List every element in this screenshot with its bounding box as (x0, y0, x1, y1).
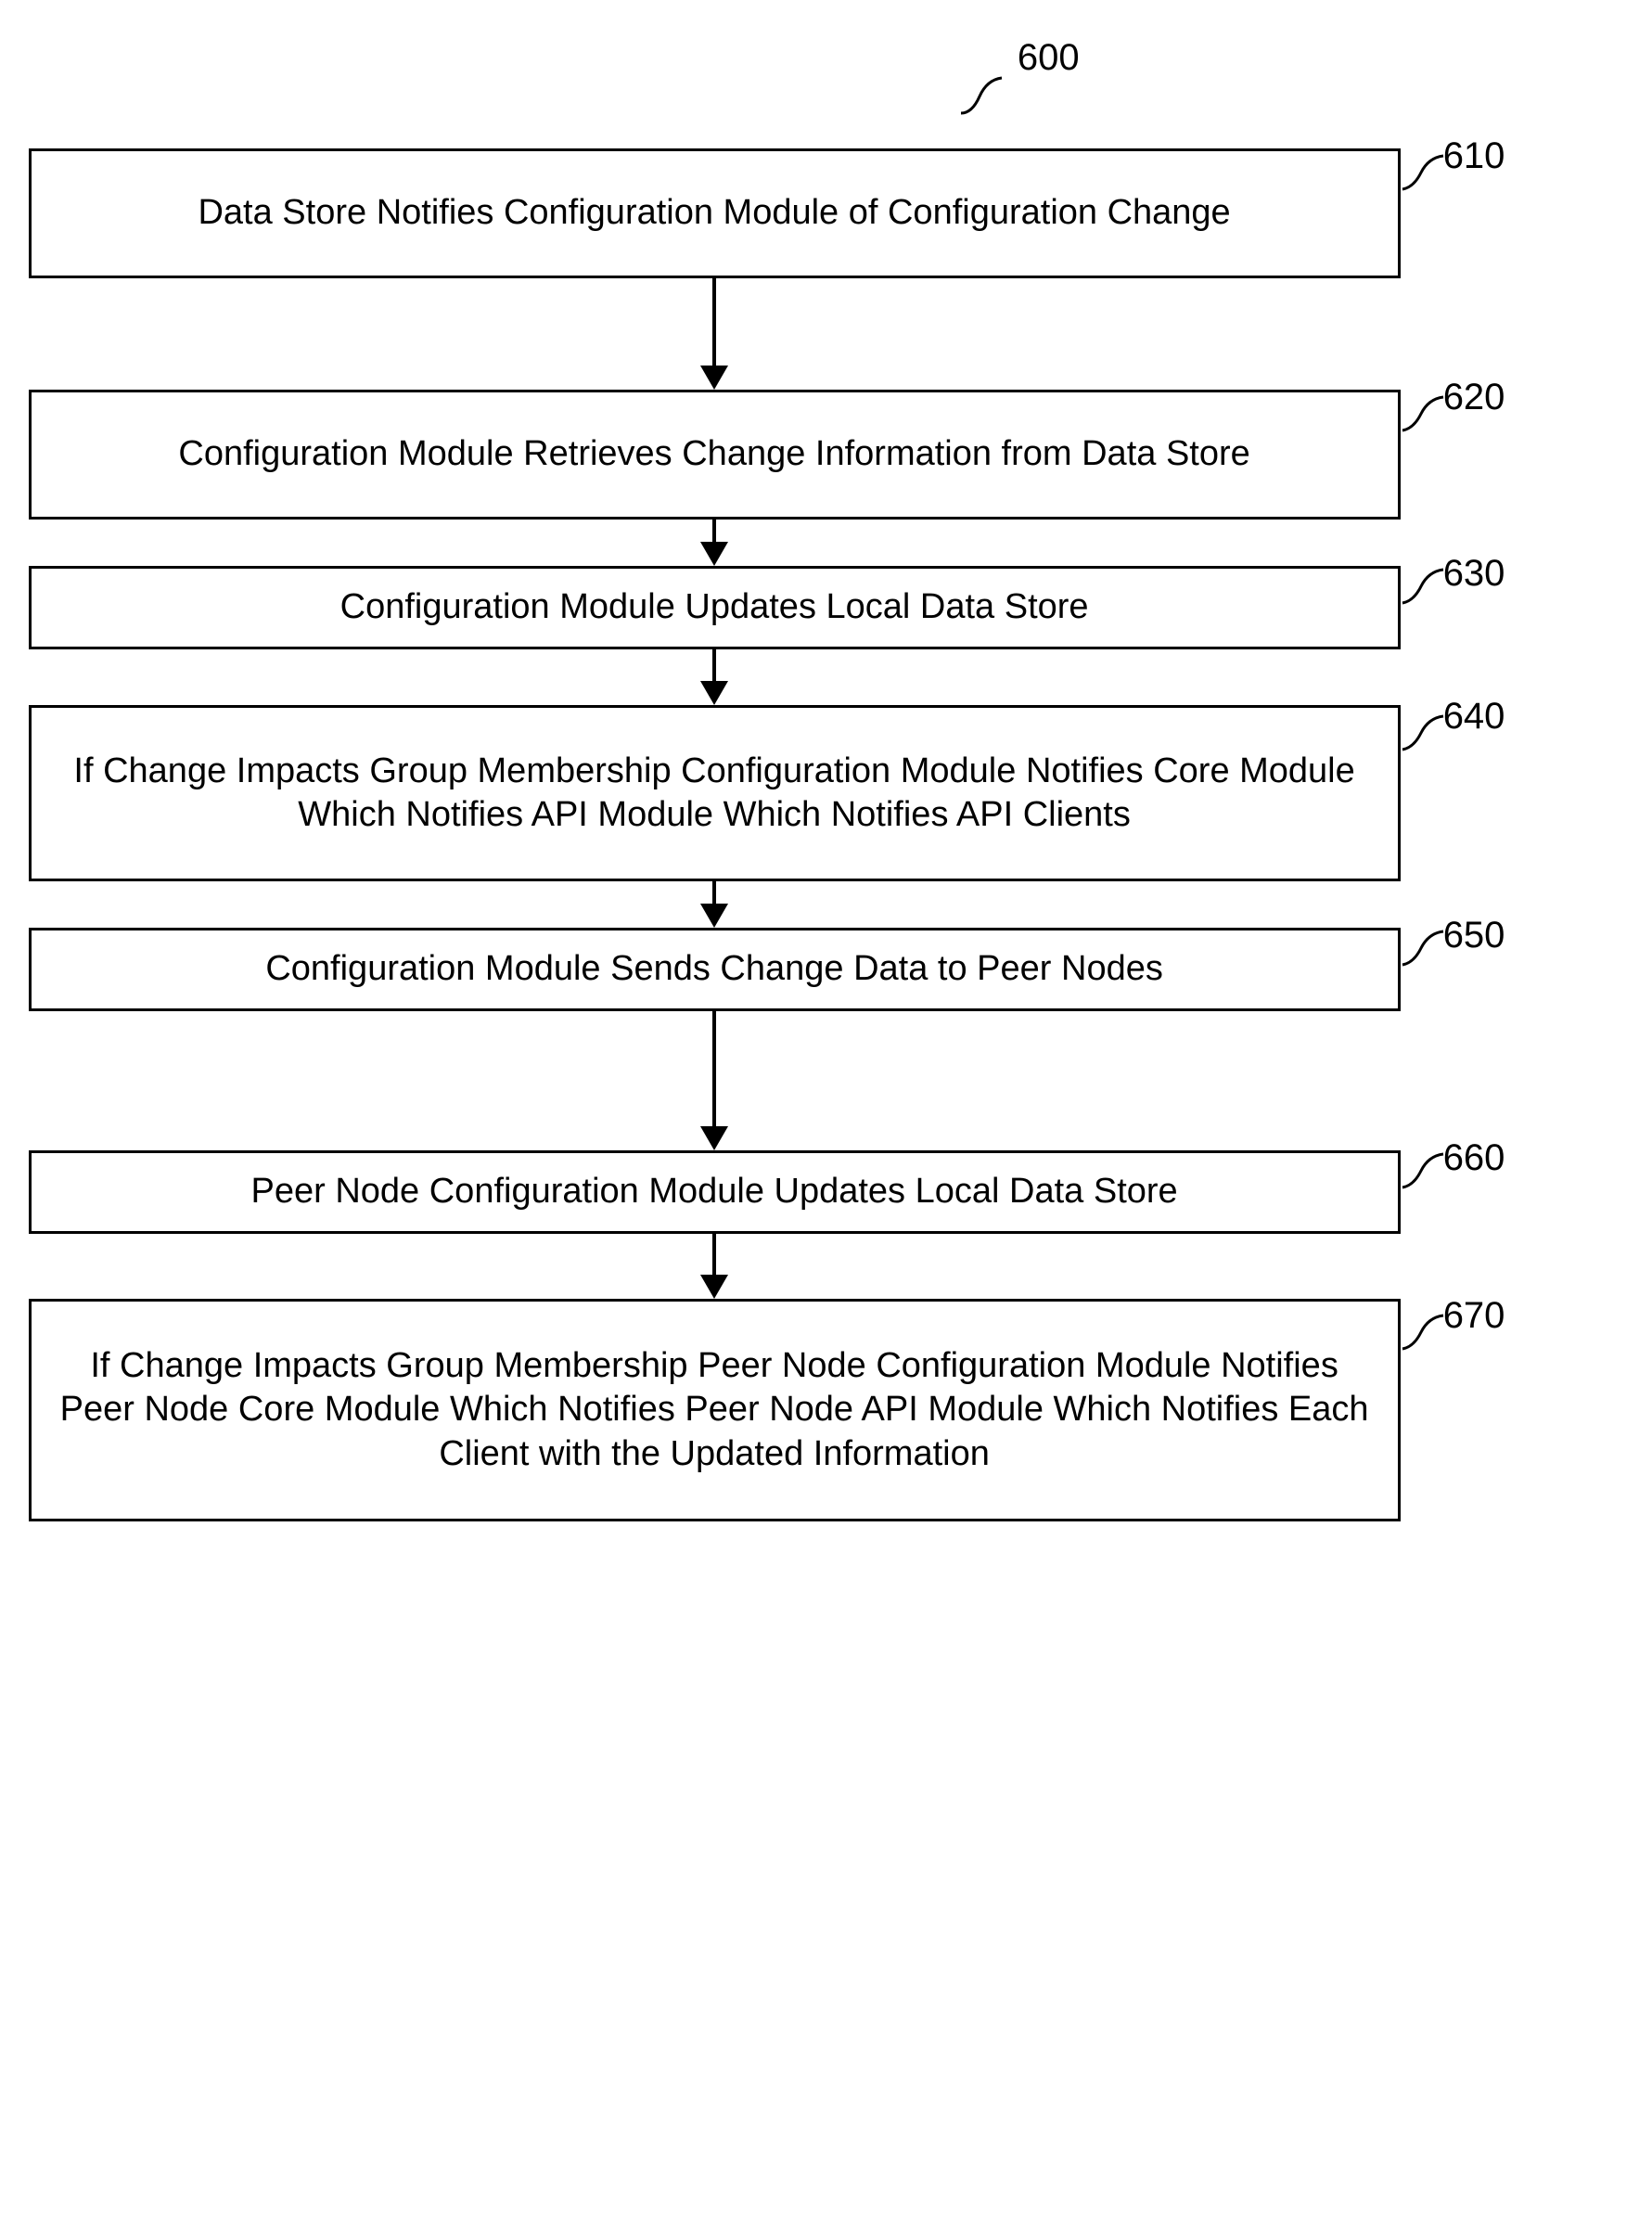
steps-container: Data Store Notifies Configuration Module… (29, 148, 1624, 1521)
figure-label: 600 (1018, 37, 1080, 79)
step-row: Configuration Module Sends Change Data t… (29, 928, 1624, 1011)
step-row: Data Store Notifies Configuration Module… (29, 148, 1624, 278)
step-label-cell: 620 (1401, 390, 1624, 520)
step-label-cell: 670 (1401, 1299, 1624, 1521)
arrow-row (29, 649, 1624, 705)
arrow-wrap (29, 649, 1401, 705)
step-label-connector (1401, 1312, 1447, 1353)
step-label: 660 (1443, 1137, 1505, 1179)
arrow-wrap (29, 278, 1401, 390)
arrow-row (29, 1011, 1624, 1150)
step-label-connector (1401, 393, 1447, 434)
arrow-down-icon (695, 881, 734, 928)
step-box: If Change Impacts Group Membership Confi… (29, 705, 1401, 881)
step-label-connector (1401, 712, 1447, 753)
step-box: Configuration Module Updates Local Data … (29, 566, 1401, 649)
arrow-down-icon (695, 1011, 734, 1150)
step-row: Configuration Module Retrieves Change In… (29, 390, 1624, 520)
step-label-connector (1401, 566, 1447, 607)
step-box: Configuration Module Retrieves Change In… (29, 390, 1401, 520)
step-label: 620 (1443, 377, 1505, 418)
step-label-connector (1401, 928, 1447, 969)
arrow-down-icon (695, 649, 734, 705)
arrow-down-icon (695, 1234, 734, 1299)
step-row: Peer Node Configuration Module Updates L… (29, 1150, 1624, 1234)
flowchart-diagram: 600 Data Store Notifies Configuration Mo… (29, 37, 1624, 1521)
arrow-wrap (29, 1011, 1401, 1150)
arrow-down-icon (695, 520, 734, 566)
arrow-row (29, 278, 1624, 390)
step-label: 640 (1443, 696, 1505, 738)
step-label-cell: 610 (1401, 148, 1624, 278)
arrow-down-icon (695, 278, 734, 390)
figure-label-wrap: 600 (29, 37, 1624, 148)
step-row: Configuration Module Updates Local Data … (29, 566, 1624, 649)
figure-label-connector (954, 72, 1009, 119)
step-box: Configuration Module Sends Change Data t… (29, 928, 1401, 1011)
step-row: If Change Impacts Group Membership Peer … (29, 1299, 1624, 1521)
step-row: If Change Impacts Group Membership Confi… (29, 705, 1624, 881)
step-label-connector (1401, 152, 1447, 193)
step-label-cell: 630 (1401, 566, 1624, 649)
arrow-row (29, 520, 1624, 566)
step-box: Data Store Notifies Configuration Module… (29, 148, 1401, 278)
step-label: 650 (1443, 915, 1505, 956)
step-box: Peer Node Configuration Module Updates L… (29, 1150, 1401, 1234)
step-label: 610 (1443, 135, 1505, 177)
arrow-wrap (29, 520, 1401, 566)
step-label-connector (1401, 1150, 1447, 1191)
step-label: 670 (1443, 1295, 1505, 1337)
arrow-row (29, 1234, 1624, 1299)
arrow-wrap (29, 1234, 1401, 1299)
step-label-cell: 640 (1401, 705, 1624, 881)
step-label: 630 (1443, 553, 1505, 595)
arrow-wrap (29, 881, 1401, 928)
step-label-cell: 660 (1401, 1150, 1624, 1234)
step-box: If Change Impacts Group Membership Peer … (29, 1299, 1401, 1521)
arrow-row (29, 881, 1624, 928)
step-label-cell: 650 (1401, 928, 1624, 1011)
